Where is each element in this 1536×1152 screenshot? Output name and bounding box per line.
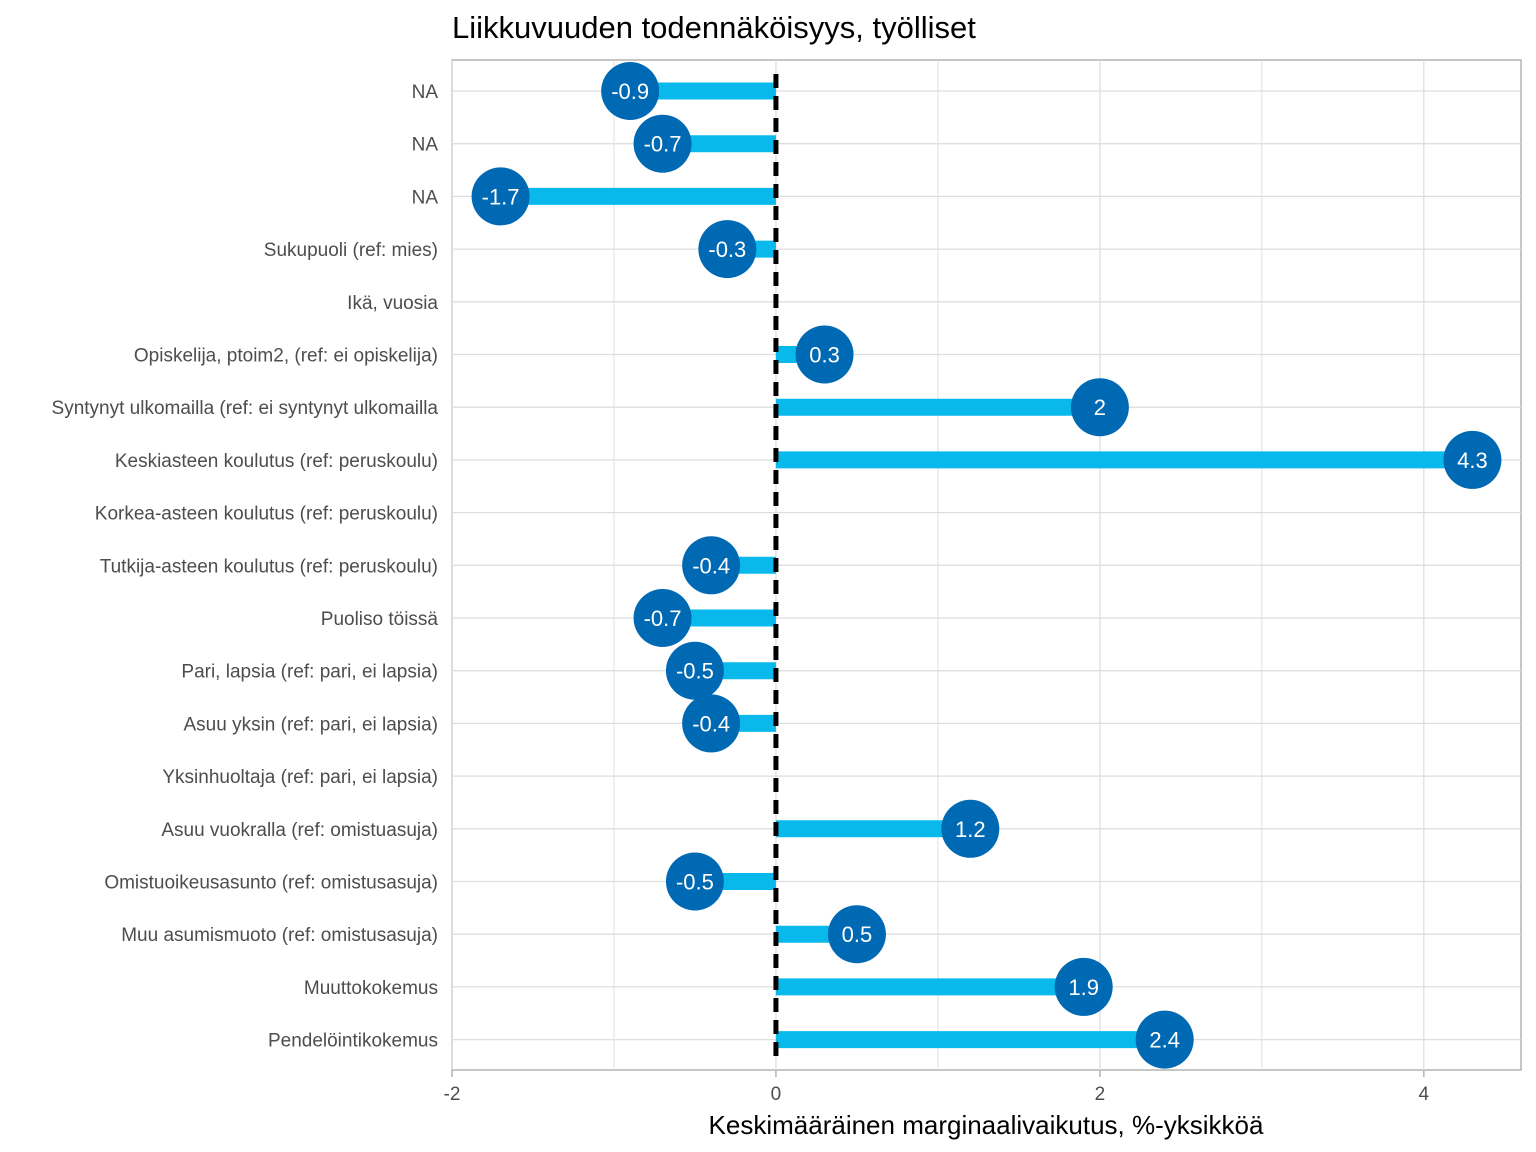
- lollipop-points: -0.9 -0.7 -1.7 -0.3 0.3 2 4.3 -0.4 -0.7 -0.5 -0.4 1…: [471, 62, 1502, 1069]
- y-tick-label: Tutkija-asteen koulutus (ref: peruskoulu…: [100, 556, 438, 577]
- x-tick-label: -2: [444, 1084, 461, 1105]
- value-label: 1.2: [955, 817, 986, 842]
- lollipop-stems: [500, 82, 1473, 1049]
- y-tick-label: Yksinhuoltaja (ref: pari, ei lapsia): [162, 767, 438, 788]
- value-label: -0.5: [676, 659, 714, 684]
- value-label: 0.3: [809, 343, 840, 368]
- point: [601, 62, 660, 120]
- y-tick-label: Ikä, vuosia: [347, 293, 438, 314]
- y-tick-label: Muu asumismuoto (ref: omistusasuja): [121, 925, 438, 946]
- point: [1070, 378, 1129, 437]
- y-tick-label: Asuu vuokralla (ref: omistuasuja): [161, 820, 438, 841]
- point: [1443, 430, 1502, 489]
- point: [795, 325, 854, 384]
- y-tick-label: Asuu yksin (ref: pari, ei lapsia): [184, 714, 439, 735]
- point: [682, 536, 741, 595]
- point: [1135, 1010, 1194, 1069]
- value-label: 1.9: [1068, 975, 1099, 1000]
- y-tick-label: Opiskelija, ptoim2, (ref: ei opiskelija): [134, 346, 438, 367]
- point: [941, 799, 1000, 858]
- y-tick-label: Pendelöintikokemus: [268, 1031, 438, 1052]
- value-label: -0.4: [692, 553, 730, 578]
- point: [471, 167, 530, 226]
- y-tick-label: Pari, lapsia (ref: pari, ei lapsia): [181, 662, 438, 683]
- value-label: 2.4: [1149, 1028, 1180, 1053]
- x-tick-label: 2: [1095, 1084, 1106, 1105]
- x-axis-title: Keskimääräinen marginaalivaikutus, %-yks…: [709, 1110, 1264, 1140]
- value-label: 0.5: [842, 922, 873, 947]
- y-tick-label: Sukupuoli (ref: mies): [264, 240, 438, 261]
- point: [827, 905, 886, 964]
- value-label: -0.9: [611, 79, 649, 104]
- y-tick-label: NA: [412, 82, 439, 103]
- y-tick-label: Korkea-asteen koulutus (ref: peruskoulu): [95, 504, 438, 525]
- point: [665, 852, 724, 911]
- x-tick-label: 0: [771, 1084, 782, 1105]
- y-tick-label: NA: [412, 187, 439, 208]
- x-axis: -2 0 2 4: [444, 1070, 1430, 1105]
- point: [698, 220, 757, 279]
- point: [633, 589, 692, 647]
- value-label: -0.3: [708, 237, 746, 262]
- value-label: -0.5: [676, 870, 714, 895]
- y-tick-label: Syntynyt ulkomailla (ref: ei syntynyt ul…: [52, 398, 439, 419]
- x-tick-label: 4: [1419, 1084, 1430, 1105]
- y-tick-label: NA: [412, 135, 439, 156]
- chart-title: Liikkuvuuden todennäköisyys, työlliset: [452, 10, 976, 45]
- value-label: -1.7: [482, 184, 520, 209]
- point: [1054, 957, 1113, 1016]
- point: [665, 641, 724, 700]
- value-label: -0.7: [644, 606, 682, 631]
- y-tick-label: Omistuoikeusasunto (ref: omistusasuja): [104, 873, 438, 894]
- point: [633, 114, 692, 173]
- value-label: -0.7: [644, 132, 682, 157]
- y-tick-label: Puoliso töissä: [321, 609, 439, 630]
- y-axis-labels: NA NA NA Sukupuoli (ref: mies) Ikä, vuosia Op…: [52, 82, 439, 1052]
- value-label: -0.4: [692, 711, 730, 736]
- y-tick-label: Keskiasteen koulutus (ref: peruskoulu): [115, 451, 438, 472]
- value-label: 2: [1094, 395, 1106, 420]
- value-label: 4.3: [1457, 448, 1488, 473]
- y-tick-label: Muuttokokemus: [304, 978, 438, 999]
- point: [682, 694, 741, 753]
